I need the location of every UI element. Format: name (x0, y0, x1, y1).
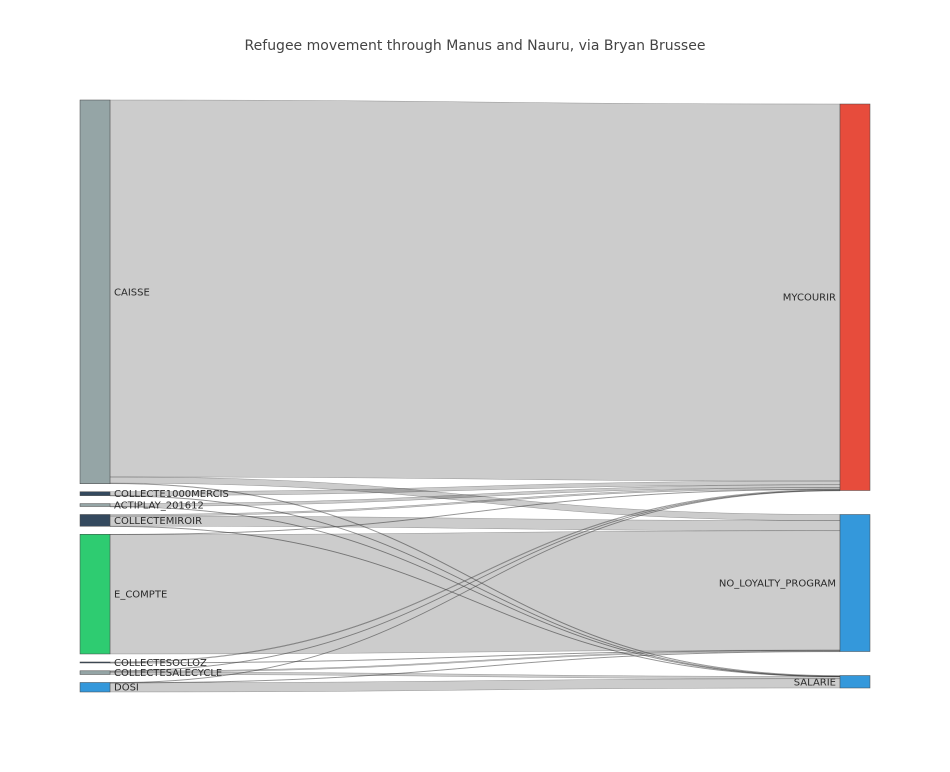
node-collectemiroir[interactable] (79, 514, 111, 527)
node-collectesalecycle[interactable] (79, 670, 111, 675)
node-label-caisse: CAISSE (114, 287, 150, 298)
node-label-dosi: DOSI (114, 683, 139, 694)
link-dosi-salarie[interactable] (109, 678, 841, 693)
nodes-layer (79, 99, 871, 693)
node-salarie[interactable] (839, 675, 871, 689)
node-e-compte[interactable] (79, 534, 111, 655)
link-dosi-mycourir[interactable] (109, 490, 841, 684)
node-label-mycourir: MYCOURIR (783, 293, 836, 304)
node-label-actiplay-201612: ACTIPLAY_201612 (114, 501, 204, 512)
node-mycourir[interactable] (839, 103, 871, 491)
links-layer (109, 99, 841, 693)
node-label-salarie: SALARIE (794, 677, 836, 688)
node-label-collecte1000mercis: COLLECTE1000MERCIS (114, 489, 229, 500)
node-label-collectesalecycle: COLLECTESALECYCLE (114, 668, 222, 679)
node-collectesocloz[interactable] (79, 661, 111, 664)
node-label-no-loyalty-program: NO_LOYALTY_PROGRAM (719, 579, 836, 590)
chart-title: Refugee movement through Manus and Nauru… (245, 38, 706, 54)
node-caisse[interactable] (79, 99, 111, 484)
node-label-collectesocloz: COLLECTESOCLOZ (114, 658, 207, 669)
node-no-loyalty-program[interactable] (839, 514, 871, 652)
node-label-collectemiroir: COLLECTEMIROIR (114, 516, 202, 527)
link-dosi-no_loyalty_program[interactable] (109, 651, 841, 684)
node-collecte1000mercis[interactable] (79, 491, 111, 496)
link-caisse-mycourir[interactable] (109, 99, 841, 482)
node-actiplay-201612[interactable] (79, 503, 111, 507)
link-e_compte-no_loyalty_program[interactable] (109, 530, 841, 655)
node-label-e-compte: E_COMPTE (114, 590, 167, 601)
node-dosi[interactable] (79, 682, 111, 693)
